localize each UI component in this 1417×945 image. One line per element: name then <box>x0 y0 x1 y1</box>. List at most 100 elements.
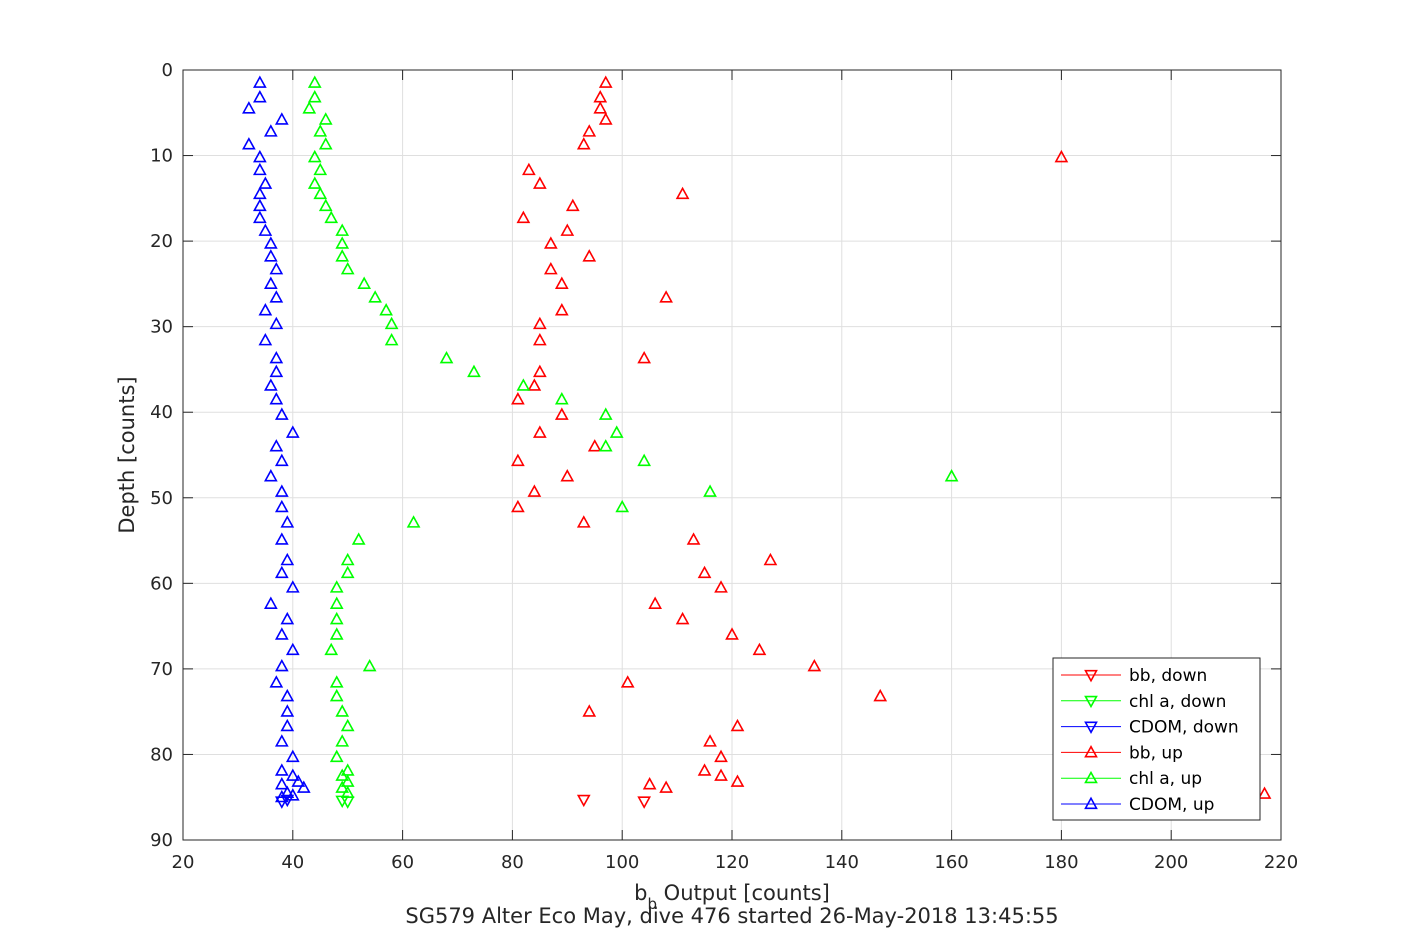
data-point-chl-a-up <box>329 749 344 763</box>
data-point-cdom-up <box>285 749 300 763</box>
data-point-bb-up <box>532 364 547 378</box>
data-point-cdom-up <box>274 734 289 747</box>
data-point-chl-a-up <box>406 515 421 528</box>
data-point-chl-a-up <box>302 101 317 114</box>
data-point-bb-down <box>576 794 591 808</box>
data-point-cdom-up <box>269 439 284 452</box>
x-tick-label: 40 <box>281 852 304 873</box>
data-point-bb-up <box>686 532 701 545</box>
data-point-chl-a-up <box>329 688 344 702</box>
data-point-chl-a-up <box>335 249 350 262</box>
data-point-bb-up <box>675 186 690 200</box>
data-point-chl-a-up <box>335 780 350 793</box>
legend-box <box>1052 657 1261 821</box>
data-point-chl-a-up <box>313 124 328 137</box>
x-axis-label: bb Output [counts] <box>634 881 830 913</box>
data-point-bb-up <box>576 515 591 528</box>
data-point-bb-up <box>648 596 662 609</box>
x-tick-label: 200 <box>1154 852 1188 873</box>
data-point-bb-up <box>593 101 608 114</box>
axis-ticks: 20 40 60 80 100 120 140 160 180 200 220 0 10 20 30 40 50… <box>150 60 1298 873</box>
data-point-cdom-up <box>269 316 284 330</box>
data-point-bb-up <box>532 425 547 438</box>
data-point-cdom-down <box>274 796 289 809</box>
legend-label-bb-up: bb, up <box>1129 743 1183 763</box>
data-point-cdom-up <box>285 580 300 593</box>
data-point-chl-a-up <box>516 378 531 391</box>
legend-label-bb-down: bb, down <box>1129 666 1207 686</box>
data-point-bb-up <box>598 112 613 125</box>
data-point-cdom-up <box>242 137 256 150</box>
data-point-bb-up <box>752 642 767 656</box>
data-point-cdom-up <box>285 425 300 438</box>
data-point-bb-up <box>554 303 569 316</box>
data-point-bb-up <box>511 499 525 513</box>
data-point-cdom-up <box>274 565 289 579</box>
data-point-bb-up <box>697 763 712 776</box>
data-point-chl-a-up <box>467 364 481 378</box>
data-point-bb-up <box>807 658 822 672</box>
data-point-chl-a-up <box>615 499 630 513</box>
data-point-bb-up <box>560 223 575 236</box>
data-point-chl-a-up <box>329 596 344 609</box>
data-point-chl-a-up <box>379 303 393 316</box>
data-point-cdom-up <box>285 768 300 781</box>
data-point-chl-a-up <box>307 75 322 88</box>
legend-marker-cdom-up <box>1084 796 1098 810</box>
data-point-bb-up <box>730 774 745 787</box>
data-point-cdom-up <box>269 290 284 303</box>
data-point-chl-a-up <box>609 425 624 438</box>
data-point-bb-up <box>730 718 745 732</box>
data-point-cdom-up <box>274 407 289 420</box>
data-points <box>242 75 1272 809</box>
data-point-bb-up <box>543 236 558 249</box>
data-point-bb-up <box>714 749 728 763</box>
data-point-bb-up <box>675 611 690 625</box>
data-point-chl-a-up <box>335 734 350 747</box>
legend-marker-bb-down <box>1084 669 1098 683</box>
data-point-cdom-up <box>263 276 278 289</box>
data-point-chl-a-up <box>340 552 355 566</box>
legend-marker-bb-up <box>1084 745 1098 758</box>
y-axis-label: Depth [counts] <box>115 376 139 533</box>
data-point-chl-a-up <box>318 112 333 125</box>
data-point-cdom-up <box>263 596 278 609</box>
legend-marker-chl-a-up <box>1084 770 1098 784</box>
data-point-cdom-up <box>253 162 267 176</box>
data-point-chl-a-up <box>324 210 339 224</box>
data-point-cdom-up <box>274 777 289 790</box>
data-point-cdom-up <box>263 236 278 249</box>
data-point-bb-up <box>637 350 652 364</box>
legend-marker-chl-a-down <box>1084 695 1098 709</box>
data-point-bb-up <box>527 484 542 497</box>
data-point-chl-a-up <box>362 658 377 672</box>
data-point-cdom-up <box>274 484 289 497</box>
data-point-bb-up <box>565 198 580 212</box>
data-point-cdom-up <box>263 469 278 482</box>
data-point-cdom-up <box>263 249 278 262</box>
data-point-bb-up <box>714 580 728 593</box>
data-point-bb-up <box>659 290 673 303</box>
data-point-cdom-up <box>258 332 273 346</box>
legend-label-chl-a-down: chl a, down <box>1129 692 1226 712</box>
data-point-bb-up <box>763 552 778 566</box>
data-point-chl-a-up <box>357 276 372 289</box>
x-tick-label: 180 <box>1044 852 1078 873</box>
data-point-cdom-up <box>280 552 295 566</box>
data-point-cdom-up <box>274 499 289 513</box>
data-point-chl-a-up <box>598 407 613 420</box>
data-point-cdom-up <box>258 176 273 189</box>
x-tick-label: 60 <box>391 852 414 873</box>
data-point-cdom-up <box>258 303 273 316</box>
data-point-bb-up <box>714 768 728 781</box>
legend-label-cdom-up: CDOM, up <box>1129 795 1214 815</box>
data-point-bb-up <box>642 777 657 790</box>
data-point-bb-up <box>532 176 547 189</box>
data-point-cdom-up <box>269 392 284 405</box>
data-point-chl-a-up <box>313 186 328 200</box>
data-point-cdom-up <box>274 453 289 467</box>
data-point-cdom-up <box>285 642 300 656</box>
data-point-cdom-up <box>269 675 284 688</box>
data-point-chl-a-up <box>944 469 959 482</box>
data-point-cdom-down <box>280 794 295 808</box>
